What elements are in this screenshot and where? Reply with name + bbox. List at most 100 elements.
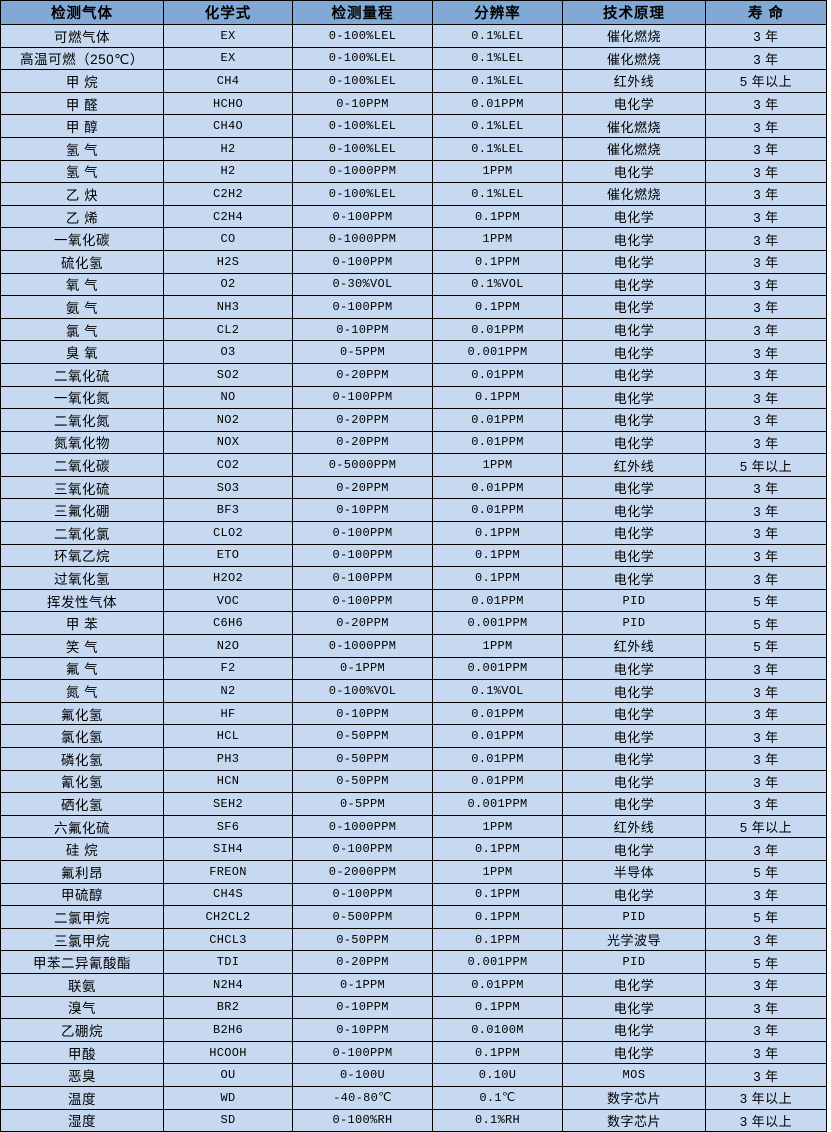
- table-row: 氢 气 H2 0-100%LEL 0.1%LEL 催化燃烧 3 年: [0, 136, 827, 161]
- column-header-gas-name: 检测气体: [0, 0, 164, 25]
- cell-gas-name: 乙 炔: [0, 182, 164, 206]
- cell-lifespan: 3 年: [705, 769, 827, 794]
- cell-lifespan: 3 年: [705, 1063, 827, 1087]
- cell-lifespan: 3 年: [705, 385, 827, 410]
- table-row: 氮 气 N2 0-100%VOL 0.1%VOL 电化学 3 年: [0, 679, 827, 703]
- cell-range: 0-20PPM: [292, 950, 433, 974]
- cell-gas-name: 甲硫醇: [0, 882, 164, 907]
- cell-range: 0-1PPM: [292, 656, 433, 681]
- table-row: 恶臭 OU 0-100U 0.10U MOS 3 年: [0, 1063, 827, 1087]
- cell-technology: 电化学: [562, 385, 706, 410]
- table-row: 三氯甲烷 CHCL3 0-50PPM 0.1PPM 光学波导 3 年: [0, 927, 827, 952]
- cell-formula: BF3: [163, 498, 293, 523]
- cell-formula: N2: [163, 679, 293, 703]
- cell-formula: SEH2: [163, 792, 293, 816]
- cell-resolution: 0.01PPM: [432, 498, 563, 523]
- cell-resolution: 0.01PPM: [432, 588, 563, 613]
- cell-lifespan: 3 年: [705, 521, 827, 545]
- cell-lifespan: 3 年: [705, 1040, 827, 1065]
- cell-range: 0-500PPM: [292, 905, 433, 929]
- cell-gas-name: 甲 苯: [0, 611, 164, 636]
- cell-technology: 红外线: [562, 453, 706, 477]
- cell-resolution: 0.01PPM: [432, 408, 563, 432]
- table-row: 氟利昂 FREON 0-2000PPM 1PPM 半导体 5 年: [0, 859, 827, 884]
- cell-technology: 电化学: [562, 408, 706, 432]
- cell-lifespan: 5 年: [705, 588, 827, 613]
- cell-gas-name: 氯 气: [0, 317, 164, 342]
- cell-resolution: 0.1%LEL: [432, 69, 563, 93]
- column-header-technology: 技术原理: [562, 0, 706, 25]
- table-row: 笑 气 N2O 0-1000PPM 1PPM 红外线 5 年: [0, 634, 827, 658]
- cell-range: 0-100%LEL: [292, 136, 433, 161]
- cell-range: 0-100%LEL: [292, 24, 433, 48]
- cell-gas-name: 可燃气体: [0, 24, 164, 48]
- cell-resolution: 0.1℃: [432, 1085, 563, 1110]
- cell-gas-name: 二氧化碳: [0, 453, 164, 477]
- column-header-resolution: 分辨率: [432, 0, 563, 25]
- cell-formula: BR2: [163, 995, 293, 1020]
- cell-resolution: 1PPM: [432, 227, 563, 251]
- cell-range: 0-5PPM: [292, 792, 433, 816]
- cell-technology: 催化燃烧: [562, 136, 706, 161]
- cell-range: 0-50PPM: [292, 724, 433, 748]
- table-row: 臭 氧 O3 0-5PPM 0.001PPM 电化学 3 年: [0, 340, 827, 364]
- cell-technology: 催化燃烧: [562, 24, 706, 48]
- table-body: 可燃气体 EX 0-100%LEL 0.1%LEL 催化燃烧 3 年高温可燃（250℃） E…: [0, 24, 827, 1132]
- cell-technology: 电化学: [562, 1040, 706, 1065]
- cell-range: 0-20PPM: [292, 430, 433, 455]
- table-row: 甲硫醇 CH4S 0-100PPM 0.1PPM 电化学 3 年: [0, 882, 827, 907]
- cell-formula: N2O: [163, 634, 293, 658]
- table-header: 检测气体 化学式 检测量程 分辨率 技术原理 寿 命: [0, 0, 827, 25]
- cell-gas-name: 一氧化碳: [0, 227, 164, 251]
- cell-range: 0-100%LEL: [292, 182, 433, 206]
- cell-formula: O2: [163, 272, 293, 297]
- cell-resolution: 0.1%RH: [432, 1108, 563, 1132]
- table-row: 二氧化氯 CLO2 0-100PPM 0.1PPM 电化学 3 年: [0, 521, 827, 545]
- cell-lifespan: 3 年: [705, 701, 827, 726]
- cell-technology: 电化学: [562, 430, 706, 455]
- cell-lifespan: 3 年: [705, 362, 827, 387]
- cell-range: 0-1000PPM: [292, 814, 433, 839]
- cell-technology: 电化学: [562, 972, 706, 997]
- cell-gas-name: 氟利昂: [0, 859, 164, 884]
- cell-formula: CHCL3: [163, 927, 293, 952]
- cell-formula: HCOOH: [163, 1040, 293, 1065]
- cell-range: 0-100PPM: [292, 588, 433, 613]
- table-row: 甲 烷 CH4 0-100%LEL 0.1%LEL 红外线 5 年以上: [0, 69, 827, 93]
- cell-lifespan: 3 年: [705, 114, 827, 138]
- cell-lifespan: 3 年: [705, 24, 827, 48]
- cell-technology: 电化学: [562, 91, 706, 116]
- cell-gas-name: 氨 气: [0, 295, 164, 319]
- cell-formula: O3: [163, 340, 293, 364]
- table-row: 高温可燃（250℃） EX 0-100%LEL 0.1%LEL 催化燃烧 3 年: [0, 46, 827, 71]
- cell-formula: NH3: [163, 295, 293, 319]
- cell-lifespan: 3 年: [705, 249, 827, 274]
- cell-resolution: 0.1%VOL: [432, 679, 563, 703]
- cell-lifespan: 3 年: [705, 272, 827, 297]
- cell-range: 0-100PPM: [292, 882, 433, 907]
- cell-range: 0-10PPM: [292, 1018, 433, 1042]
- column-header-formula: 化学式: [163, 0, 293, 25]
- table-row: 硅 烷 SIH4 0-100PPM 0.1PPM 电化学 3 年: [0, 837, 827, 861]
- cell-technology: 电化学: [562, 747, 706, 771]
- cell-technology: 电化学: [562, 362, 706, 387]
- cell-technology: 红外线: [562, 814, 706, 839]
- cell-gas-name: 甲 醛: [0, 91, 164, 116]
- cell-resolution: 1PPM: [432, 634, 563, 658]
- cell-resolution: 0.1PPM: [432, 566, 563, 590]
- cell-technology: 电化学: [562, 340, 706, 364]
- table-row: 氰化氢 HCN 0-50PPM 0.01PPM 电化学 3 年: [0, 769, 827, 794]
- cell-gas-name: 过氧化氢: [0, 566, 164, 590]
- cell-resolution: 0.01PPM: [432, 724, 563, 748]
- cell-lifespan: 3 年: [705, 747, 827, 771]
- cell-lifespan: 3 年: [705, 182, 827, 206]
- table-row: 联氨 N2H4 0-1PPM 0.01PPM 电化学 3 年: [0, 972, 827, 997]
- cell-lifespan: 5 年: [705, 634, 827, 658]
- cell-technology: 半导体: [562, 859, 706, 884]
- table-row: 三氧化硫 SO3 0-20PPM 0.01PPM 电化学 3 年: [0, 475, 827, 500]
- cell-technology: 电化学: [562, 656, 706, 681]
- cell-technology: 电化学: [562, 159, 706, 184]
- cell-resolution: 0.1PPM: [432, 837, 563, 861]
- cell-formula: OU: [163, 1063, 293, 1087]
- cell-lifespan: 3 年: [705, 159, 827, 184]
